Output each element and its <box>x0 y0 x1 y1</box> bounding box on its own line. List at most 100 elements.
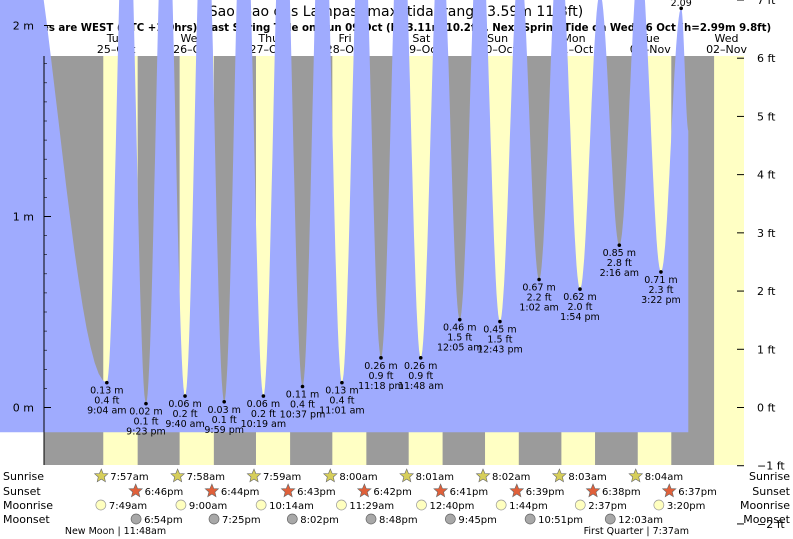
row-label-right: Moonset <box>743 513 790 526</box>
right-tick-label: 7 ft <box>757 0 776 7</box>
row-label-left: Moonset <box>3 513 50 526</box>
low-tide-time: 11:01 am <box>319 406 364 417</box>
right-tick-label: 3 ft <box>757 227 776 240</box>
sunset-time: 6:37pm <box>678 487 717 498</box>
day-date-label: 29–Oct <box>402 43 441 56</box>
moonrise-icon <box>175 499 187 511</box>
low-tide-height-m: 0.85 m <box>603 248 636 259</box>
sunset-icon <box>204 483 220 498</box>
low-tide-time: 9:59 pm <box>204 425 244 436</box>
low-tide-time: 10:37 pm <box>280 409 326 420</box>
moonrise-time: 3:20pm <box>667 501 706 512</box>
low-tide-time: 10:19 am <box>241 419 286 430</box>
low-tide-height-m: 0.13 m <box>325 386 358 397</box>
day-name-label: Mon <box>562 32 585 45</box>
moonset-time: 8:48pm <box>379 515 418 526</box>
low-tide-height-ft: 1.5 ft <box>447 333 472 344</box>
axes: 0 m1 m2 m3 m−2 ft−1 ft0 ft1 ft2 ft3 ft4 … <box>13 0 785 531</box>
moonrise-icon <box>653 499 665 511</box>
right-tick-label: −1 ft <box>757 460 785 473</box>
sunrise-icon <box>170 468 186 483</box>
sunrise-time: 8:04am <box>645 472 683 483</box>
low-tide-marker <box>105 380 109 385</box>
day-name-label: Sat <box>412 32 431 45</box>
moonset-icon <box>524 513 536 525</box>
low-tide-time: 9:23 pm <box>126 427 166 438</box>
low-tide-time: 12:43 pm <box>477 345 523 356</box>
low-tide-time: 2:16 am <box>600 268 639 279</box>
moonset-icon <box>286 513 298 525</box>
low-tide-height-m: 0.71 m <box>644 275 677 286</box>
day-name-label: Thu <box>257 32 279 45</box>
row-label-left: Moonrise <box>3 499 53 512</box>
sunset-time: 6:46pm <box>145 487 184 498</box>
moonrise-time: 11:29am <box>349 501 394 512</box>
low-tide-marker <box>183 394 187 398</box>
sunset-icon <box>585 483 601 498</box>
moonset-time: 8:02pm <box>300 515 339 526</box>
sunrise-icon <box>93 468 109 483</box>
sunrise-time: 7:58am <box>187 472 225 483</box>
sunset-time: 6:43pm <box>297 487 336 498</box>
low-tide-height-ft: 0.9 ft <box>408 371 433 382</box>
low-tide-marker <box>457 317 462 322</box>
low-tide-marker <box>498 319 502 324</box>
low-tide-marker <box>340 380 344 385</box>
low-tide-time: 9:04 am <box>87 406 126 417</box>
low-tide-time: 9:40 am <box>165 419 204 430</box>
low-tide-marker <box>537 277 541 282</box>
low-tide-time: 11:18 pm <box>358 381 404 392</box>
left-tick-label: 2 m <box>13 20 34 33</box>
low-tide-marker <box>578 287 582 291</box>
moonset-time: 12:03am <box>618 515 663 526</box>
low-tide-height-ft: 2.0 ft <box>567 302 592 313</box>
low-tide-height-ft: 0.4 ft <box>94 396 119 407</box>
low-tide-height-m: 0.03 m <box>207 405 240 416</box>
sunrise-icon <box>246 468 262 483</box>
low-tide-time: 1:54 pm <box>560 312 600 323</box>
low-tide-height-ft: 0.1 ft <box>212 415 237 426</box>
sunset-time: 6:41pm <box>450 487 489 498</box>
low-tide-height-ft: 1.5 ft <box>487 335 512 346</box>
low-tide-height-m: 0.13 m <box>90 386 123 397</box>
row-label-right: Sunset <box>752 485 790 498</box>
low-tide-height-m: 0.11 m <box>286 389 319 400</box>
sunset-icon <box>509 483 525 498</box>
low-tide-marker <box>222 399 226 404</box>
low-tide-time: 11:48 am <box>398 381 443 392</box>
sunrise-time: 7:57am <box>110 472 148 483</box>
low-tide-height-ft: 0.2 ft <box>251 409 276 420</box>
left-tick-label: 1 m <box>13 211 34 224</box>
moonset-time: 10:51pm <box>538 515 583 526</box>
right-tick-label: 5 ft <box>757 110 776 123</box>
day-date-label: 02–Nov <box>706 43 747 56</box>
moonrise-time: 7:49am <box>109 501 147 512</box>
moonrise-time: 2:37pm <box>588 501 627 512</box>
sunrise-icon <box>475 468 491 483</box>
low-tide-height-m: 0.67 m <box>522 283 555 294</box>
day-labels: Tue25–OctWed26–OctThu27–OctFri28–OctSat2… <box>97 32 748 56</box>
low-tide-height-ft: 0.2 ft <box>173 409 198 420</box>
day-date-label: 30–Oct <box>478 43 517 56</box>
sunrise-icon <box>628 468 644 483</box>
low-tide-height-ft: 0.9 ft <box>368 371 393 382</box>
low-tide-height-ft: 0.1 ft <box>133 417 158 428</box>
sunset-time: 6:42pm <box>373 487 412 498</box>
moonset-icon <box>208 513 220 525</box>
moonrise-icon <box>416 499 427 511</box>
sunrise-time: 8:00am <box>339 472 377 483</box>
sunset-time: 6:38pm <box>602 487 641 498</box>
sunset-icon <box>128 483 144 498</box>
low-tide-marker <box>300 384 305 389</box>
sunrise-icon <box>399 468 415 483</box>
low-tide-marker <box>659 270 663 274</box>
right-tick-label: −2 ft <box>757 518 785 531</box>
moonset-icon <box>604 513 616 525</box>
low-tide-marker <box>617 243 622 247</box>
low-tide-height-m: 0.06 m <box>168 399 201 410</box>
left-tick-label: 0 m <box>13 402 34 415</box>
sunrise-time: 8:03am <box>568 472 606 483</box>
high-tide-marker <box>679 6 683 11</box>
